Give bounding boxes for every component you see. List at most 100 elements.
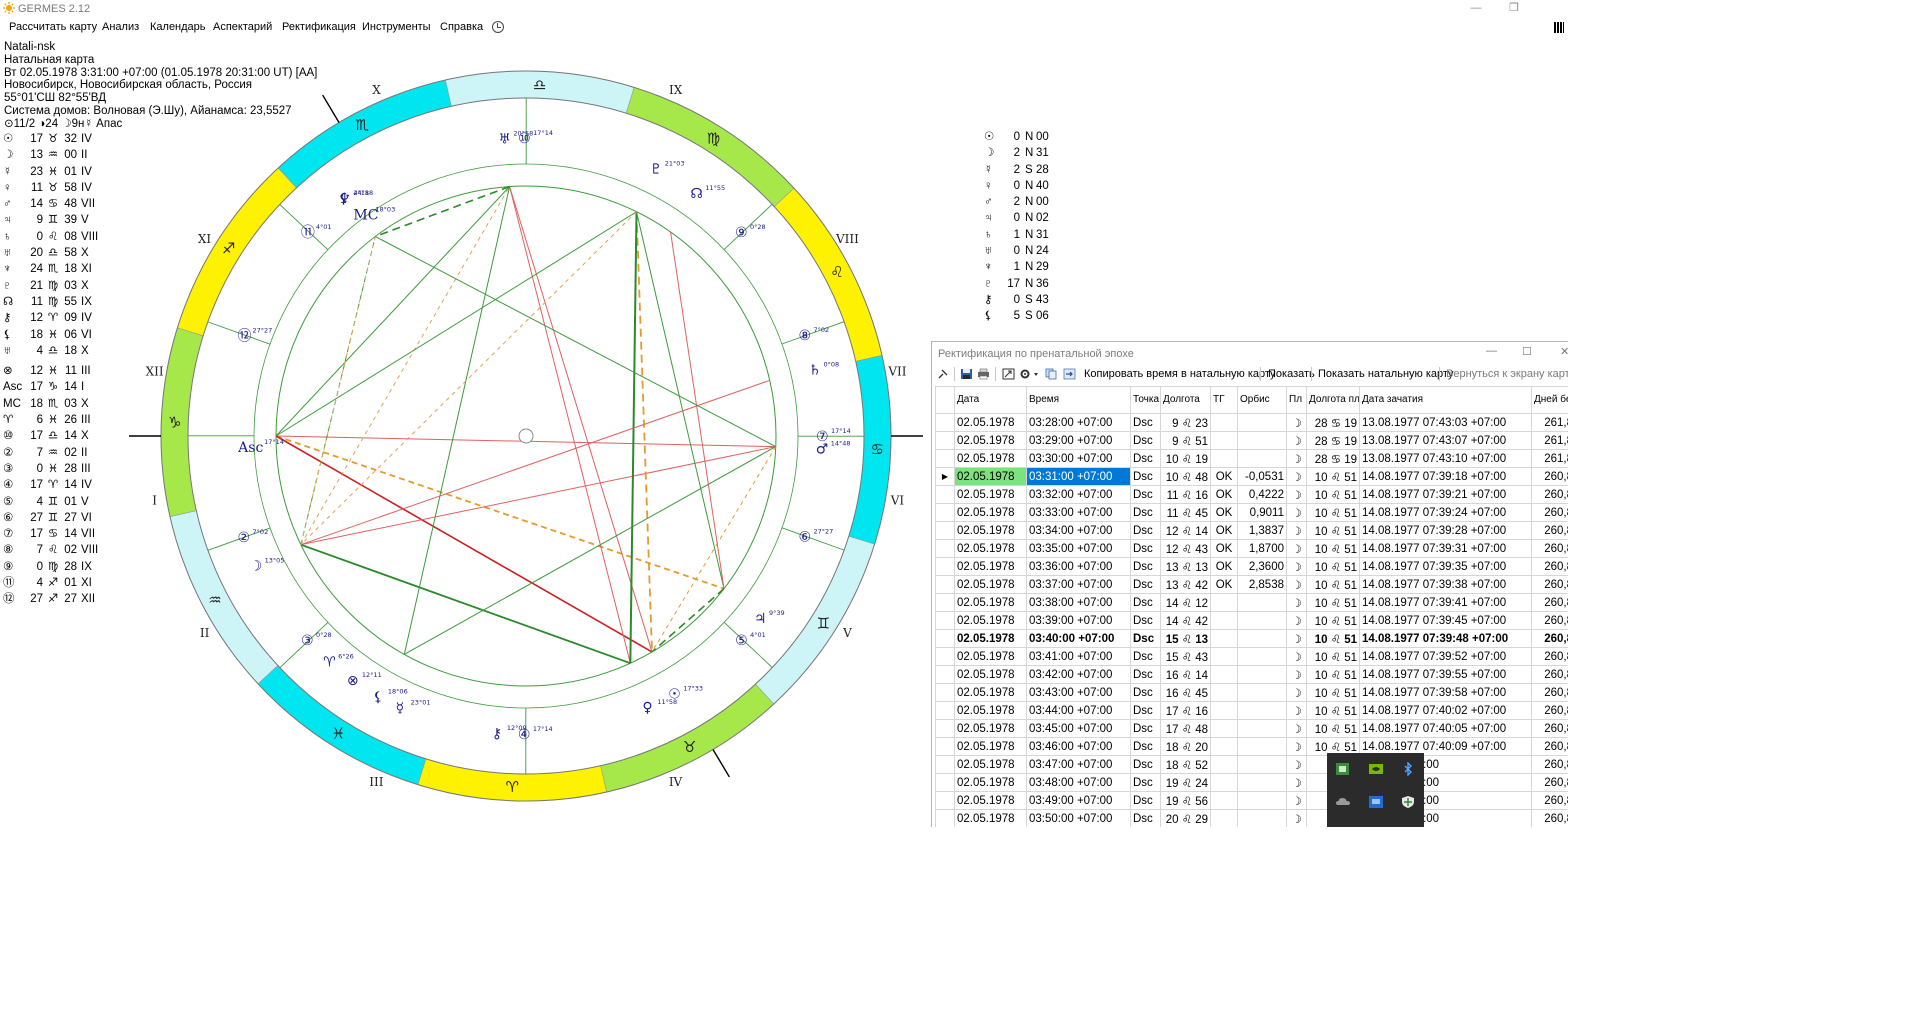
battery-app-icon[interactable] bbox=[1335, 762, 1351, 776]
table-row[interactable]: 02.05.1978 03:46:00 +07:00 Dsc 18 ♌ 20 ☽ 10 ♌… bbox=[935, 737, 1568, 756]
menu-calendar[interactable]: Календарь bbox=[150, 21, 206, 33]
cell-longitude[interactable]: 20 ♌ 29 bbox=[1160, 809, 1211, 827]
cell-pregnancy-days[interactable]: 260,8 bbox=[1531, 629, 1568, 648]
cell-orb[interactable] bbox=[1237, 413, 1287, 432]
cell-date[interactable]: 02.05.1978 bbox=[954, 611, 1027, 630]
cell-orb[interactable] bbox=[1237, 611, 1287, 630]
cell-planet[interactable]: ☽ bbox=[1286, 521, 1307, 540]
cell-pregnancy-days[interactable]: 260,8 bbox=[1531, 647, 1568, 666]
cell-date[interactable]: 02.05.1978 bbox=[954, 467, 1027, 486]
cell-tg[interactable]: OK bbox=[1210, 557, 1238, 576]
cell-orb[interactable] bbox=[1237, 431, 1287, 450]
cell-longitude[interactable]: 17 ♌ 16 bbox=[1160, 701, 1211, 720]
copy-icon[interactable] bbox=[1045, 368, 1058, 380]
cell-time[interactable]: 03:28:00 +07:00 bbox=[1026, 413, 1131, 432]
cell-date[interactable]: 02.05.1978 bbox=[954, 593, 1027, 612]
cell-planet[interactable]: ☽ bbox=[1286, 467, 1307, 486]
cell-planet-longitude[interactable]: 10 ♌ 51 bbox=[1306, 611, 1360, 630]
cell-orb[interactable] bbox=[1237, 791, 1287, 810]
show-natal-chart-button[interactable]: Показать натальную карту bbox=[1318, 368, 1454, 380]
cell-planet[interactable]: ☽ bbox=[1286, 539, 1307, 558]
cell-point[interactable]: Dsc bbox=[1130, 593, 1161, 612]
cell-time[interactable]: 03:46:00 +07:00 bbox=[1026, 737, 1131, 756]
cell-planet-longitude[interactable]: 10 ♌ 51 bbox=[1306, 467, 1360, 486]
cell-time[interactable]: 03:32:00 +07:00 bbox=[1026, 485, 1131, 504]
rect-close-button[interactable]: ✕ bbox=[1560, 345, 1568, 358]
cell-planet[interactable]: ☽ bbox=[1286, 629, 1307, 648]
cell-planet-longitude[interactable]: 28 ♋ 19 bbox=[1306, 413, 1360, 432]
cell-conception-date[interactable]: 14.08.1977 07:39:21 +07:00 bbox=[1359, 485, 1532, 504]
cell-longitude[interactable]: 12 ♌ 43 bbox=[1160, 539, 1211, 558]
cell-point[interactable]: Dsc bbox=[1130, 521, 1161, 540]
cell-planet-longitude[interactable]: 10 ♌ 51 bbox=[1306, 701, 1360, 720]
print-icon[interactable] bbox=[977, 368, 990, 380]
back-to-charts-button[interactable]: Вернуться к экрану карт bbox=[1446, 368, 1568, 380]
table-row[interactable]: 02.05.1978 03:43:00 +07:00 Dsc 16 ♌ 45 ☽ 10 ♌… bbox=[935, 683, 1568, 702]
cell-planet[interactable]: ☽ bbox=[1286, 773, 1307, 792]
settings-gear-icon[interactable] bbox=[1019, 368, 1041, 380]
cell-time[interactable]: 03:35:00 +07:00 bbox=[1026, 539, 1131, 558]
table-row[interactable]: 02.05.1978 03:42:00 +07:00 Dsc 16 ♌ 14 ☽ 10 ♌… bbox=[935, 665, 1568, 684]
cell-planet-longitude[interactable]: 10 ♌ 51 bbox=[1306, 683, 1360, 702]
cell-longitude[interactable]: 13 ♌ 42 bbox=[1160, 575, 1211, 594]
cell-date[interactable]: 02.05.1978 bbox=[954, 701, 1027, 720]
cell-planet[interactable]: ☽ bbox=[1286, 611, 1307, 630]
copy-time-to-natal-button[interactable]: Копировать время в натальную карту bbox=[1084, 368, 1276, 380]
cell-pregnancy-days[interactable]: 260,8 bbox=[1531, 485, 1568, 504]
cell-point[interactable]: Dsc bbox=[1130, 809, 1161, 827]
cell-date[interactable]: 02.05.1978 bbox=[954, 521, 1027, 540]
cell-pregnancy-days[interactable]: 260,8 bbox=[1531, 701, 1568, 720]
cell-orb[interactable]: 0,4222 bbox=[1237, 485, 1287, 504]
cell-date[interactable]: 02.05.1978 bbox=[954, 665, 1027, 684]
menu-aspectarium[interactable]: Аспектарий bbox=[213, 21, 273, 33]
cell-conception-date[interactable]: 14.08.1977 07:39:48 +07:00 bbox=[1359, 629, 1532, 648]
cell-planet[interactable]: ☽ bbox=[1286, 413, 1307, 432]
network-app-icon[interactable] bbox=[1368, 795, 1384, 809]
cell-tg[interactable] bbox=[1210, 665, 1238, 684]
cell-tg[interactable] bbox=[1210, 647, 1238, 666]
cell-pregnancy-days[interactable]: 260,8 bbox=[1531, 737, 1568, 756]
cell-tg[interactable] bbox=[1210, 629, 1238, 648]
col-date-header[interactable]: Дата bbox=[954, 386, 1027, 414]
cell-planet-longitude[interactable]: 10 ♌ 51 bbox=[1306, 521, 1360, 540]
cell-date[interactable]: 02.05.1978 bbox=[954, 791, 1027, 810]
col-pregnancy-days-header[interactable]: Дней беремен. bbox=[1531, 386, 1568, 414]
cell-orb[interactable] bbox=[1237, 665, 1287, 684]
cell-planet-longitude[interactable]: 10 ♌ 51 bbox=[1306, 539, 1360, 558]
cell-tg[interactable]: OK bbox=[1210, 467, 1238, 486]
cell-orb[interactable]: 1,3837 bbox=[1237, 521, 1287, 540]
cell-longitude[interactable]: 19 ♌ 24 bbox=[1160, 773, 1211, 792]
cell-time[interactable]: 03:45:00 +07:00 bbox=[1026, 719, 1131, 738]
cell-orb[interactable] bbox=[1237, 647, 1287, 666]
cell-tg[interactable] bbox=[1210, 431, 1238, 450]
cell-longitude[interactable]: 10 ♌ 19 bbox=[1160, 449, 1211, 468]
cell-tg[interactable] bbox=[1210, 593, 1238, 612]
cell-date[interactable]: 02.05.1978 bbox=[954, 809, 1027, 827]
cell-tg[interactable] bbox=[1210, 611, 1238, 630]
cell-planet[interactable]: ☽ bbox=[1286, 485, 1307, 504]
cell-longitude[interactable]: 13 ♌ 13 bbox=[1160, 557, 1211, 576]
cell-time[interactable]: 03:50:00 +07:00 bbox=[1026, 809, 1131, 827]
cell-planet[interactable]: ☽ bbox=[1286, 449, 1307, 468]
cell-orb[interactable] bbox=[1237, 773, 1287, 792]
cell-time[interactable]: 03:30:00 +07:00 bbox=[1026, 449, 1131, 468]
cell-point[interactable]: Dsc bbox=[1130, 539, 1161, 558]
cell-orb[interactable]: 0,9011 bbox=[1237, 503, 1287, 522]
cell-date[interactable]: 02.05.1978 bbox=[954, 503, 1027, 522]
cell-date[interactable]: 02.05.1978 bbox=[954, 413, 1027, 432]
cell-conception-date[interactable]: 14.08.1977 07:39:52 +07:00 bbox=[1359, 647, 1532, 666]
security-icon[interactable] bbox=[1400, 795, 1416, 809]
table-row[interactable]: 02.05.1978 03:29:00 +07:00 Dsc 9 ♌ 51 ☽ 28 ♋ … bbox=[935, 431, 1568, 450]
minimize-button[interactable]: — bbox=[1470, 2, 1482, 14]
cell-planet-longitude[interactable]: 10 ♌ 51 bbox=[1306, 485, 1360, 504]
cell-conception-date[interactable]: 14.08.1977 07:39:45 +07:00 bbox=[1359, 611, 1532, 630]
cell-point[interactable]: Dsc bbox=[1130, 629, 1161, 648]
menu-calculate-chart[interactable]: Рассчитать карту bbox=[9, 21, 98, 33]
cell-orb[interactable] bbox=[1237, 719, 1287, 738]
cell-conception-date[interactable]: 14.08.1977 07:39:28 +07:00 bbox=[1359, 521, 1532, 540]
cell-point[interactable]: Dsc bbox=[1130, 665, 1161, 684]
cell-orb[interactable] bbox=[1237, 809, 1287, 827]
table-row[interactable]: 02.05.1978 03:30:00 +07:00 Dsc 10 ♌ 19 ☽ 28 ♋… bbox=[935, 449, 1568, 468]
